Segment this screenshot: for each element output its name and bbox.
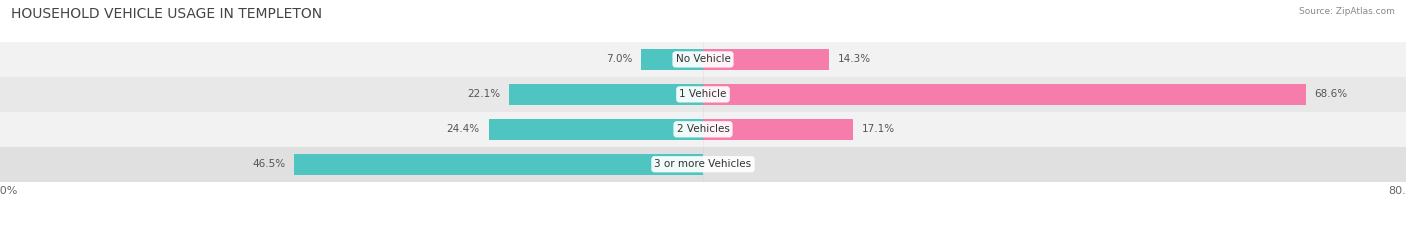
- Bar: [703, 49, 828, 70]
- Text: 1 Vehicle: 1 Vehicle: [679, 89, 727, 99]
- Bar: [0, 77, 1406, 112]
- Bar: [509, 84, 703, 105]
- Text: 2 Vehicles: 2 Vehicles: [676, 124, 730, 134]
- Text: 46.5%: 46.5%: [253, 159, 285, 169]
- Text: 22.1%: 22.1%: [467, 89, 501, 99]
- Text: Source: ZipAtlas.com: Source: ZipAtlas.com: [1299, 7, 1395, 16]
- Bar: [641, 49, 703, 70]
- Text: 68.6%: 68.6%: [1315, 89, 1348, 99]
- Text: 0.0%: 0.0%: [711, 159, 738, 169]
- Bar: [489, 119, 703, 140]
- Bar: [703, 119, 853, 140]
- Text: 14.3%: 14.3%: [838, 55, 870, 64]
- Text: HOUSEHOLD VEHICLE USAGE IN TEMPLETON: HOUSEHOLD VEHICLE USAGE IN TEMPLETON: [11, 7, 322, 21]
- Text: No Vehicle: No Vehicle: [675, 55, 731, 64]
- Bar: [703, 84, 1306, 105]
- Text: 3 or more Vehicles: 3 or more Vehicles: [654, 159, 752, 169]
- Bar: [0, 112, 1406, 147]
- Text: 7.0%: 7.0%: [606, 55, 633, 64]
- Bar: [294, 154, 703, 175]
- Bar: [0, 147, 1406, 182]
- Bar: [0, 42, 1406, 77]
- Text: 17.1%: 17.1%: [862, 124, 896, 134]
- Text: 24.4%: 24.4%: [447, 124, 479, 134]
